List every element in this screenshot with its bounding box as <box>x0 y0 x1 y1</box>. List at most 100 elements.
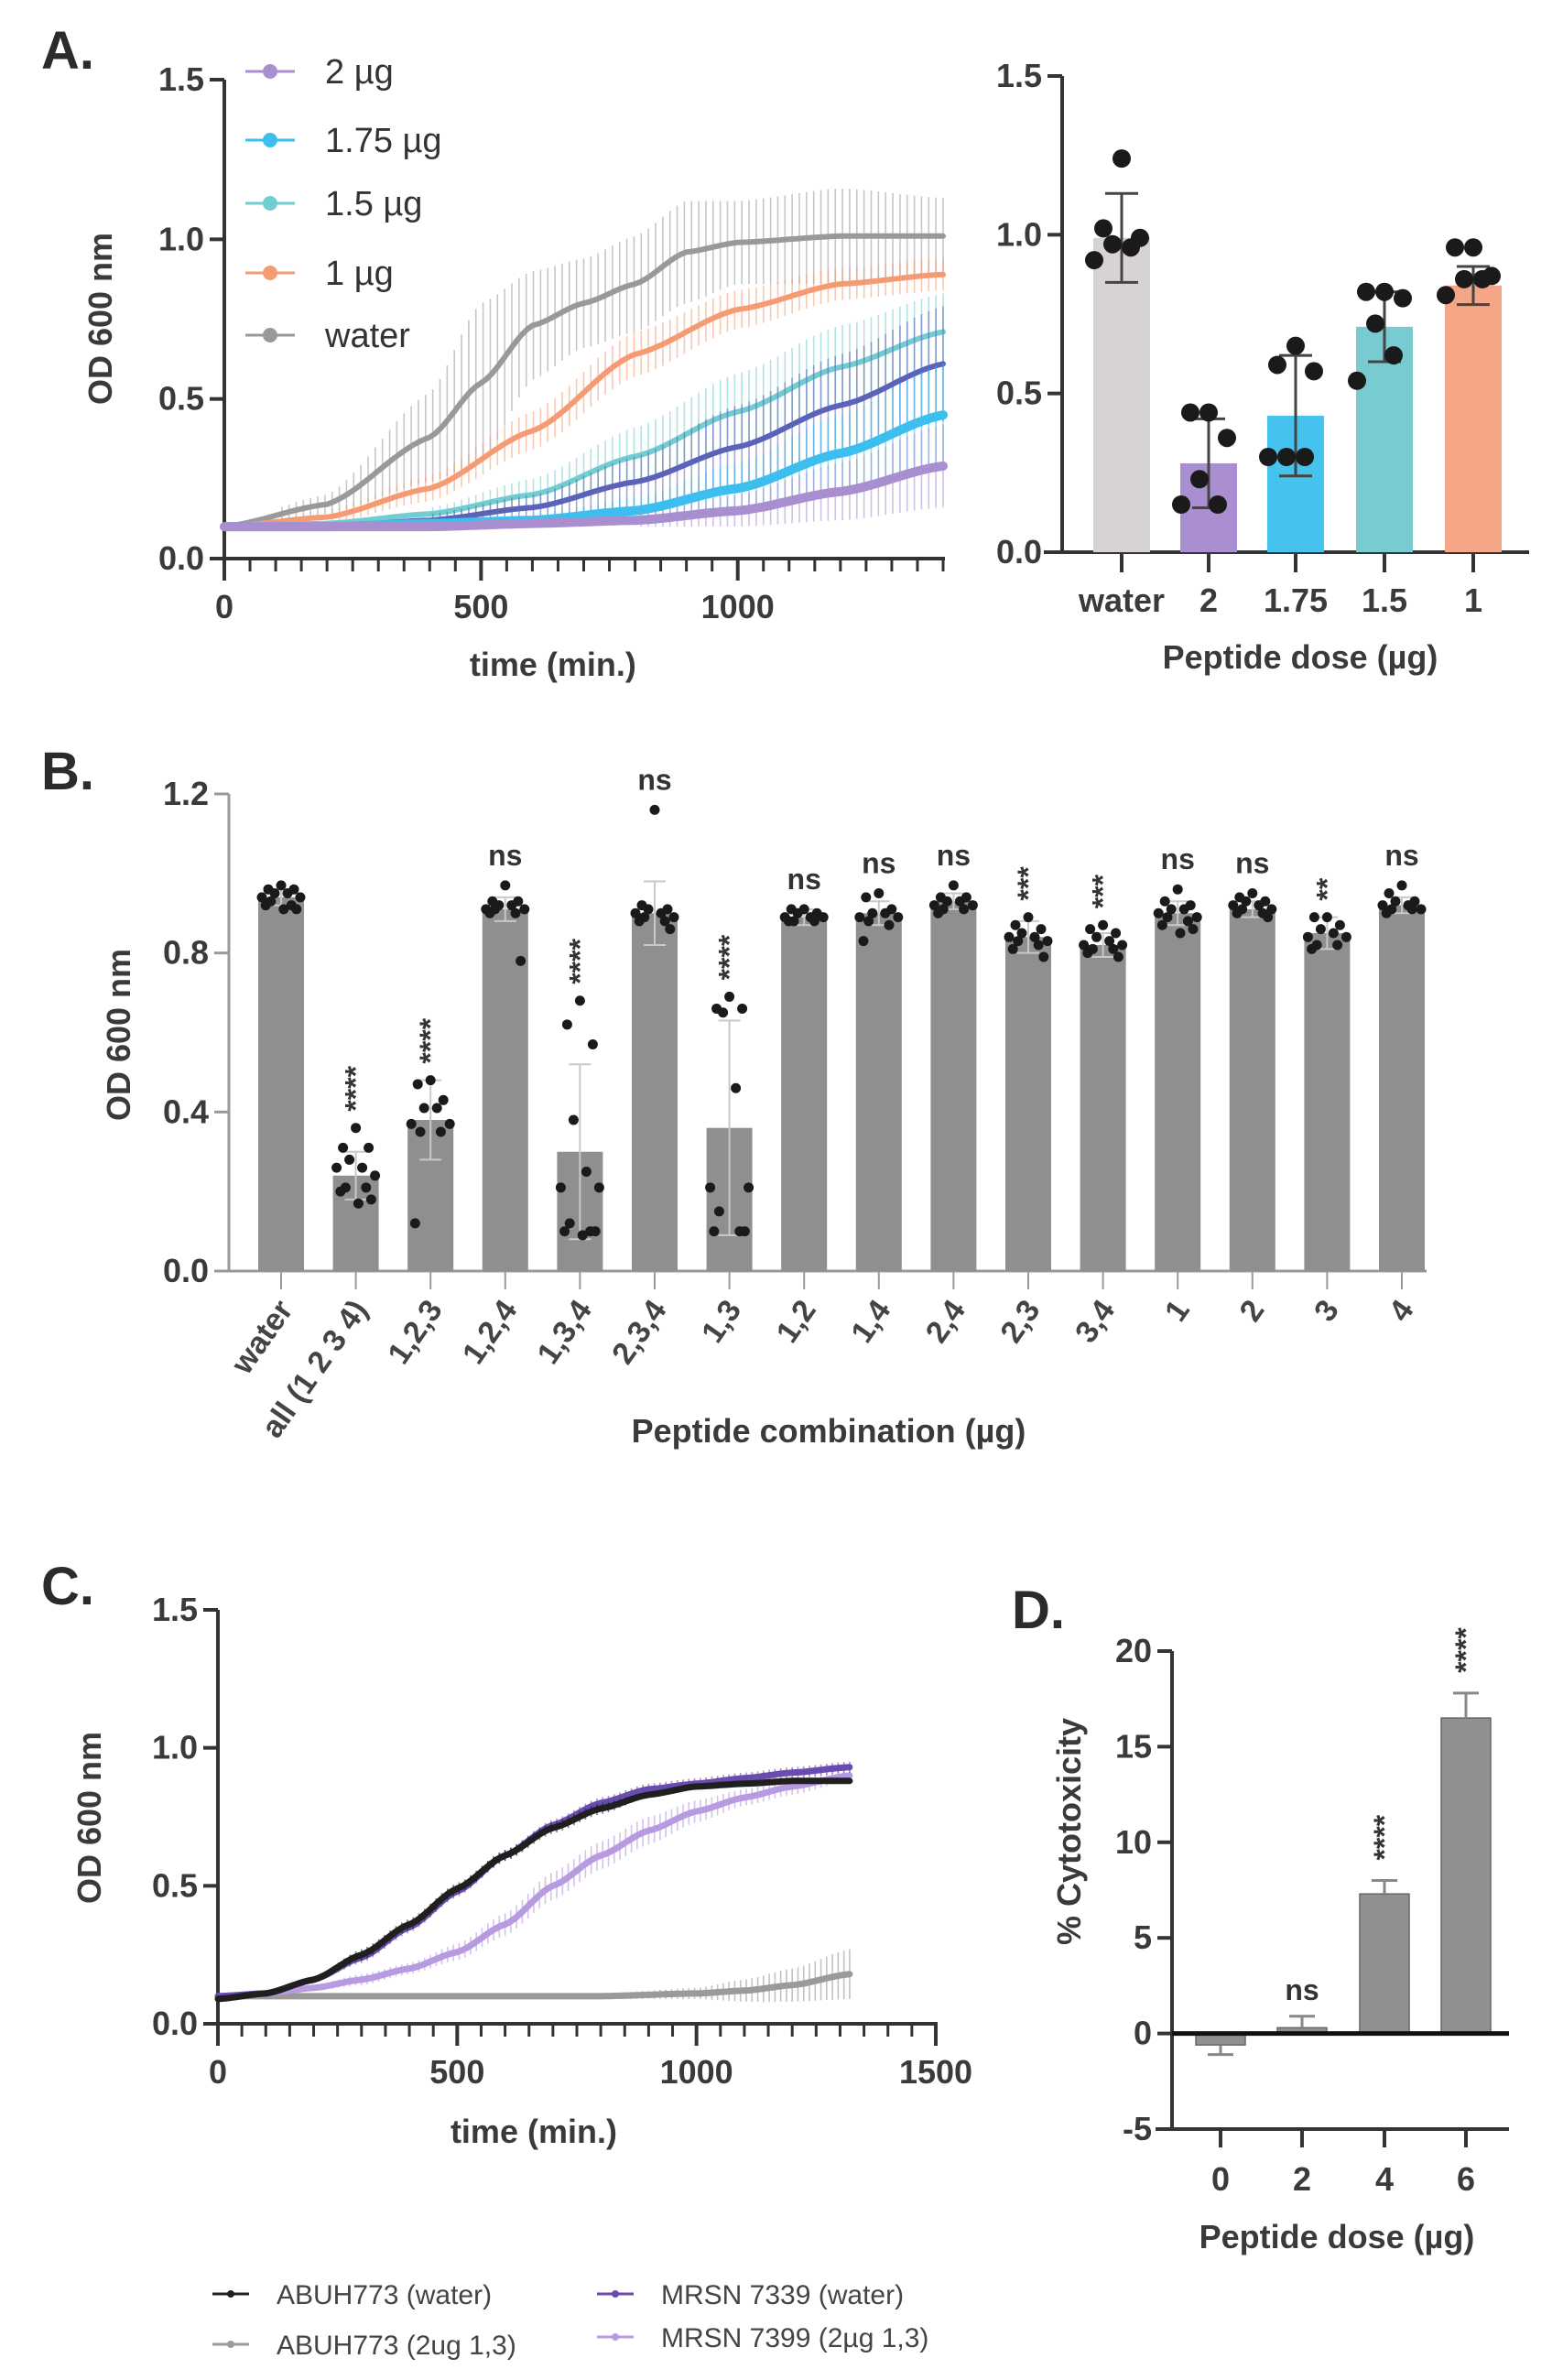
y-tick-label: 0.8 <box>163 934 209 972</box>
data-point <box>278 904 289 915</box>
data-point <box>260 900 271 911</box>
data-point <box>506 900 517 911</box>
x-axis-title: time (min.) <box>470 646 636 683</box>
data-point <box>1156 919 1167 930</box>
bar <box>781 917 828 1271</box>
series-line <box>222 233 946 530</box>
bar <box>1005 937 1051 1271</box>
data-point <box>1464 238 1482 257</box>
data-point <box>731 1082 742 1093</box>
data-point <box>863 916 874 927</box>
data-point <box>724 991 735 1002</box>
bar <box>1379 905 1425 1271</box>
data-point <box>1079 940 1090 951</box>
data-point <box>1266 904 1277 915</box>
data-point <box>1406 904 1417 915</box>
data-point <box>874 888 885 899</box>
panel-label-d: D. <box>1012 1581 1065 1640</box>
y-tick-label: 0.0 <box>152 2005 198 2042</box>
data-point <box>1348 371 1366 390</box>
data-point <box>1307 943 1318 954</box>
data-point <box>941 896 952 907</box>
legend-label: water <box>324 317 410 355</box>
legend-label: MRSN 7339 (water) <box>661 2280 904 2310</box>
data-point <box>1384 346 1403 365</box>
bar <box>930 901 977 1271</box>
y-axis-title: % Cytotoxicity <box>1050 1718 1088 1945</box>
x-tick-label: 2 <box>1232 1294 1271 1328</box>
series-line <box>214 1764 853 2000</box>
data-point <box>1209 495 1227 514</box>
panel-c-growth-chart: 0.0 0.5 1.0 1.5 0 500 1000 1500 time (min.) OD 60… <box>71 1591 972 2361</box>
data-point <box>1091 931 1102 942</box>
data-point <box>1394 288 1412 308</box>
data-point <box>1296 448 1314 466</box>
series-line <box>214 1971 853 2000</box>
data-point <box>792 907 803 918</box>
data-point <box>1178 904 1189 915</box>
data-point <box>1259 448 1277 466</box>
y-tick-label: 1.5 <box>158 60 204 98</box>
data-point <box>500 880 511 891</box>
x-tick-label: 1000 <box>701 588 775 625</box>
data-point <box>1254 900 1265 911</box>
panel-a-growth-chart: 0.0 0.5 1.0 1.5 0 500 1000 time (min.) OD 600 nm… <box>81 53 948 683</box>
bar <box>1440 1717 1492 2035</box>
x-tick-label: 1500 <box>899 2053 972 2091</box>
x-tick-label: 2,3,4 <box>605 1294 674 1371</box>
data-point <box>574 995 585 1006</box>
data-point <box>1098 919 1109 930</box>
data-point <box>593 1182 604 1193</box>
x-axis-title: Peptide dose (µg) <box>1199 2218 1475 2255</box>
data-point <box>959 904 970 915</box>
data-point <box>406 1118 417 1129</box>
data-point <box>1007 943 1018 954</box>
data-point <box>1104 936 1115 947</box>
data-point <box>357 1162 368 1173</box>
bar <box>1356 326 1413 552</box>
data-point <box>1004 931 1015 942</box>
data-point <box>1247 888 1258 899</box>
y-tick-label: 15 <box>1115 1727 1152 1765</box>
data-point <box>338 1142 349 1153</box>
data-point <box>1340 931 1351 942</box>
data-point <box>1218 429 1236 448</box>
significance-label: **** <box>414 1017 447 1063</box>
x-tick-label: 500 <box>429 2053 484 2091</box>
significance-label: **** <box>563 938 596 984</box>
data-point <box>1175 928 1186 939</box>
significance-label: ns <box>937 839 971 872</box>
series-1g <box>222 258 946 530</box>
data-point <box>256 892 267 903</box>
significance-label: ** <box>1310 877 1343 900</box>
data-point <box>282 888 293 899</box>
data-point <box>1162 912 1173 923</box>
data-point <box>370 1170 381 1181</box>
data-point <box>1117 940 1128 951</box>
y-tick-label: 1.5 <box>152 1591 198 1628</box>
data-point <box>1016 928 1027 939</box>
y-axis-title: OD 600 nm <box>81 233 119 405</box>
x-tick-label: 0 <box>209 2053 227 2091</box>
legend-marker <box>263 196 277 211</box>
data-point <box>1038 951 1049 962</box>
y-tick-label: 0 <box>1134 2015 1152 2052</box>
data-point <box>269 888 280 899</box>
x-tick-label: 3,4 <box>1069 1294 1122 1350</box>
legend-marker <box>612 2290 619 2298</box>
legend-marker <box>227 2341 234 2348</box>
data-point <box>1308 912 1319 923</box>
data-point <box>425 1075 436 1086</box>
y-tick-label: 1.0 <box>152 1729 198 1766</box>
y-tick-label: 1.5 <box>996 57 1042 94</box>
data-point <box>643 904 654 915</box>
data-point <box>415 1126 426 1137</box>
data-point <box>1153 907 1164 918</box>
data-point <box>1381 907 1392 918</box>
significance-label: **** <box>1449 1627 1482 1673</box>
y-tick-label: 0.0 <box>158 539 204 577</box>
x-tick-label: 1000 <box>660 2053 733 2091</box>
data-point <box>1228 900 1239 911</box>
data-point <box>1166 904 1177 915</box>
